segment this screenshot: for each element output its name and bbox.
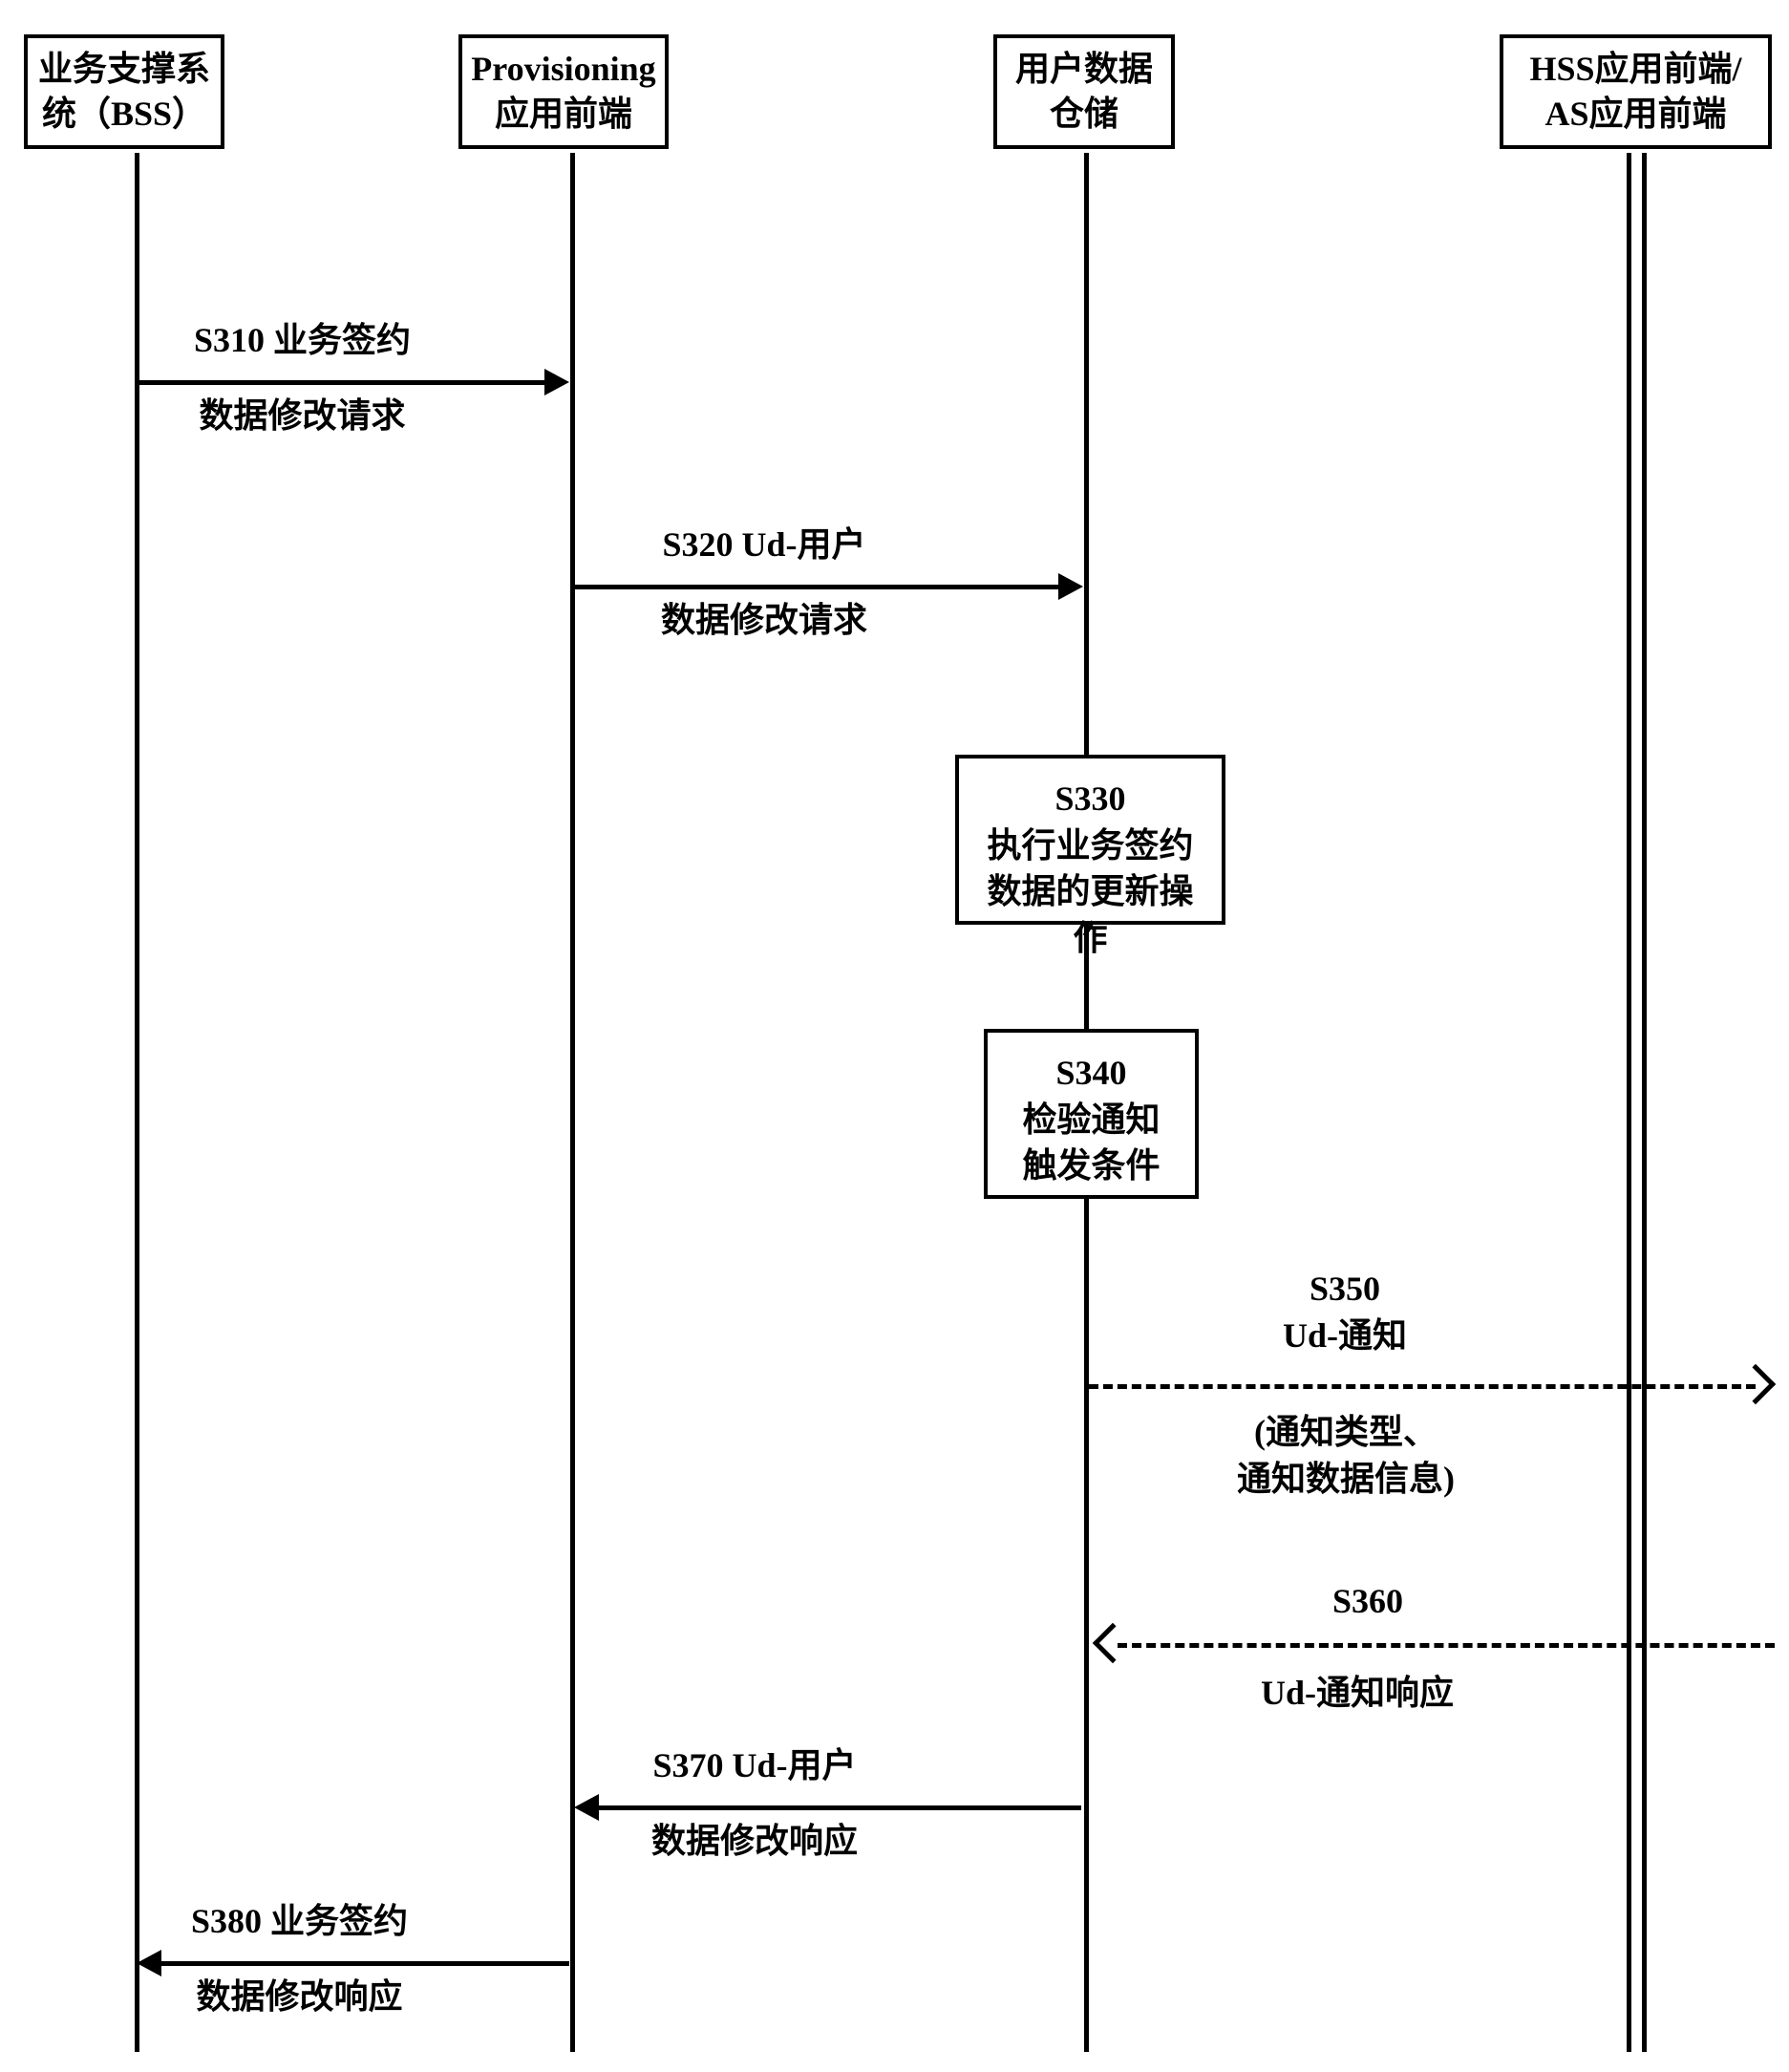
s350-label-mid: Ud-通知 [1283, 1316, 1407, 1355]
participant-provisioning-label: Provisioning应用前端 [471, 47, 655, 137]
s380-label-bottom: 数据修改响应 [197, 1977, 403, 2016]
s350-label: S350 Ud-通知 [1283, 1266, 1407, 1358]
s380-label: S380 业务签约 数据修改响应 [191, 1898, 408, 1991]
lifeline-bss [135, 153, 139, 2052]
s330-label: S330执行业务签约数据的更新操作 [987, 780, 1193, 957]
participant-provisioning: Provisioning应用前端 [458, 34, 669, 149]
s380-arrow-icon [137, 1950, 161, 1976]
s320-arrow-icon [1058, 573, 1083, 600]
s350-line [1089, 1384, 1756, 1389]
s360-label: S360 [1332, 1578, 1403, 1625]
s310-label: S310 业务签约 数据修改请求 [194, 317, 411, 410]
participant-udr: 用户数据仓储 [993, 34, 1175, 149]
s380-label-top: S380 业务签约 [191, 1902, 408, 1940]
s370-label: S370 Ud-用户 数据修改响应 [651, 1742, 858, 1835]
s310-line [137, 380, 547, 385]
s310-arrow-icon [544, 369, 569, 395]
participant-udr-label: 用户数据仓储 [1015, 47, 1153, 137]
participant-bss: 业务支撑系统（BSS） [24, 34, 224, 149]
s370-label-top: S370 Ud-用户 [652, 1746, 856, 1784]
s320-line [574, 585, 1061, 589]
lifeline-provisioning [570, 153, 575, 2052]
s370-line [596, 1805, 1081, 1810]
s320-label-bottom: 数据修改请求 [661, 601, 867, 639]
s370-arrow-icon [574, 1794, 599, 1821]
s360-label-bottom: Ud-通知响应 [1261, 1674, 1454, 1712]
s360-line [1118, 1643, 1775, 1648]
s310-label-top: S310 业务签约 [194, 321, 411, 359]
participant-hss-as-label: HSS应用前端/AS应用前端 [1529, 47, 1741, 137]
s370-label-bottom: 数据修改响应 [651, 1822, 858, 1860]
s340-box: S340检验通知触发条件 [984, 1029, 1199, 1199]
s320-label: S320 Ud-用户 数据修改请求 [661, 522, 867, 614]
s380-line [159, 1961, 569, 1966]
s340-label: S340检验通知触发条件 [1022, 1054, 1160, 1185]
s320-label-top: S320 Ud-用户 [662, 525, 865, 564]
s350-arrow-icon [1736, 1364, 1776, 1404]
lifeline-hss-left [1627, 153, 1631, 2052]
participant-hss-as: HSS应用前端/AS应用前端 [1500, 34, 1772, 149]
s350-label-bottom: (通知类型、通知数据信息) [1237, 1413, 1455, 1498]
s350-label-below: (通知类型、通知数据信息) [1237, 1409, 1455, 1502]
s310-label-bottom: 数据修改请求 [200, 396, 406, 435]
s330-box: S330执行业务签约数据的更新操作 [955, 755, 1225, 925]
s360-arrow-icon [1093, 1623, 1133, 1663]
s360-label-top: S360 [1332, 1582, 1403, 1620]
s360-label-below: Ud-通知响应 [1261, 1670, 1454, 1717]
lifeline-hss-right [1642, 153, 1647, 2052]
participant-bss-label: 业务支撑系统（BSS） [38, 47, 210, 137]
s350-label-top: S350 [1310, 1270, 1380, 1308]
